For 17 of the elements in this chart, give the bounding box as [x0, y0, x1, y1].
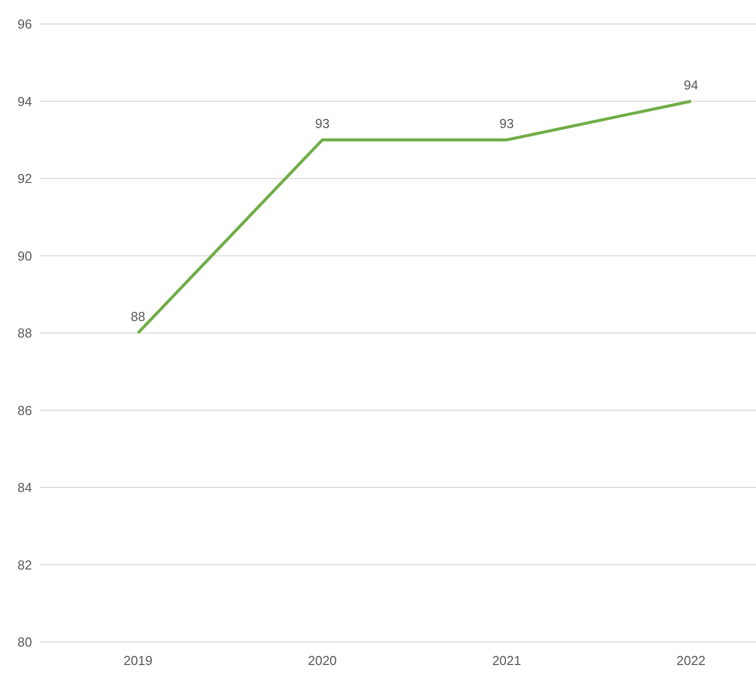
y-tick-label: 88	[18, 326, 32, 341]
y-tick-label: 92	[18, 171, 32, 186]
x-tick-label: 2022	[676, 653, 706, 668]
x-tick-label: 2020	[308, 653, 337, 668]
data-label: 93	[499, 116, 514, 131]
y-tick-label: 96	[18, 16, 32, 32]
y-tick-label: 82	[18, 557, 32, 572]
x-tick-label: 2021	[492, 653, 522, 668]
y-tick-label: 90	[18, 248, 32, 264]
data-label: 88	[130, 309, 146, 324]
data-label: 93	[315, 116, 330, 131]
x-tick-label: 2019	[124, 653, 152, 668]
data-label: 94	[684, 77, 698, 92]
y-tick-label: 84	[18, 480, 32, 496]
y-tick-label: 94	[18, 94, 32, 109]
y-tick-label: 86	[18, 402, 32, 418]
y-tick-label: 80	[18, 634, 32, 650]
